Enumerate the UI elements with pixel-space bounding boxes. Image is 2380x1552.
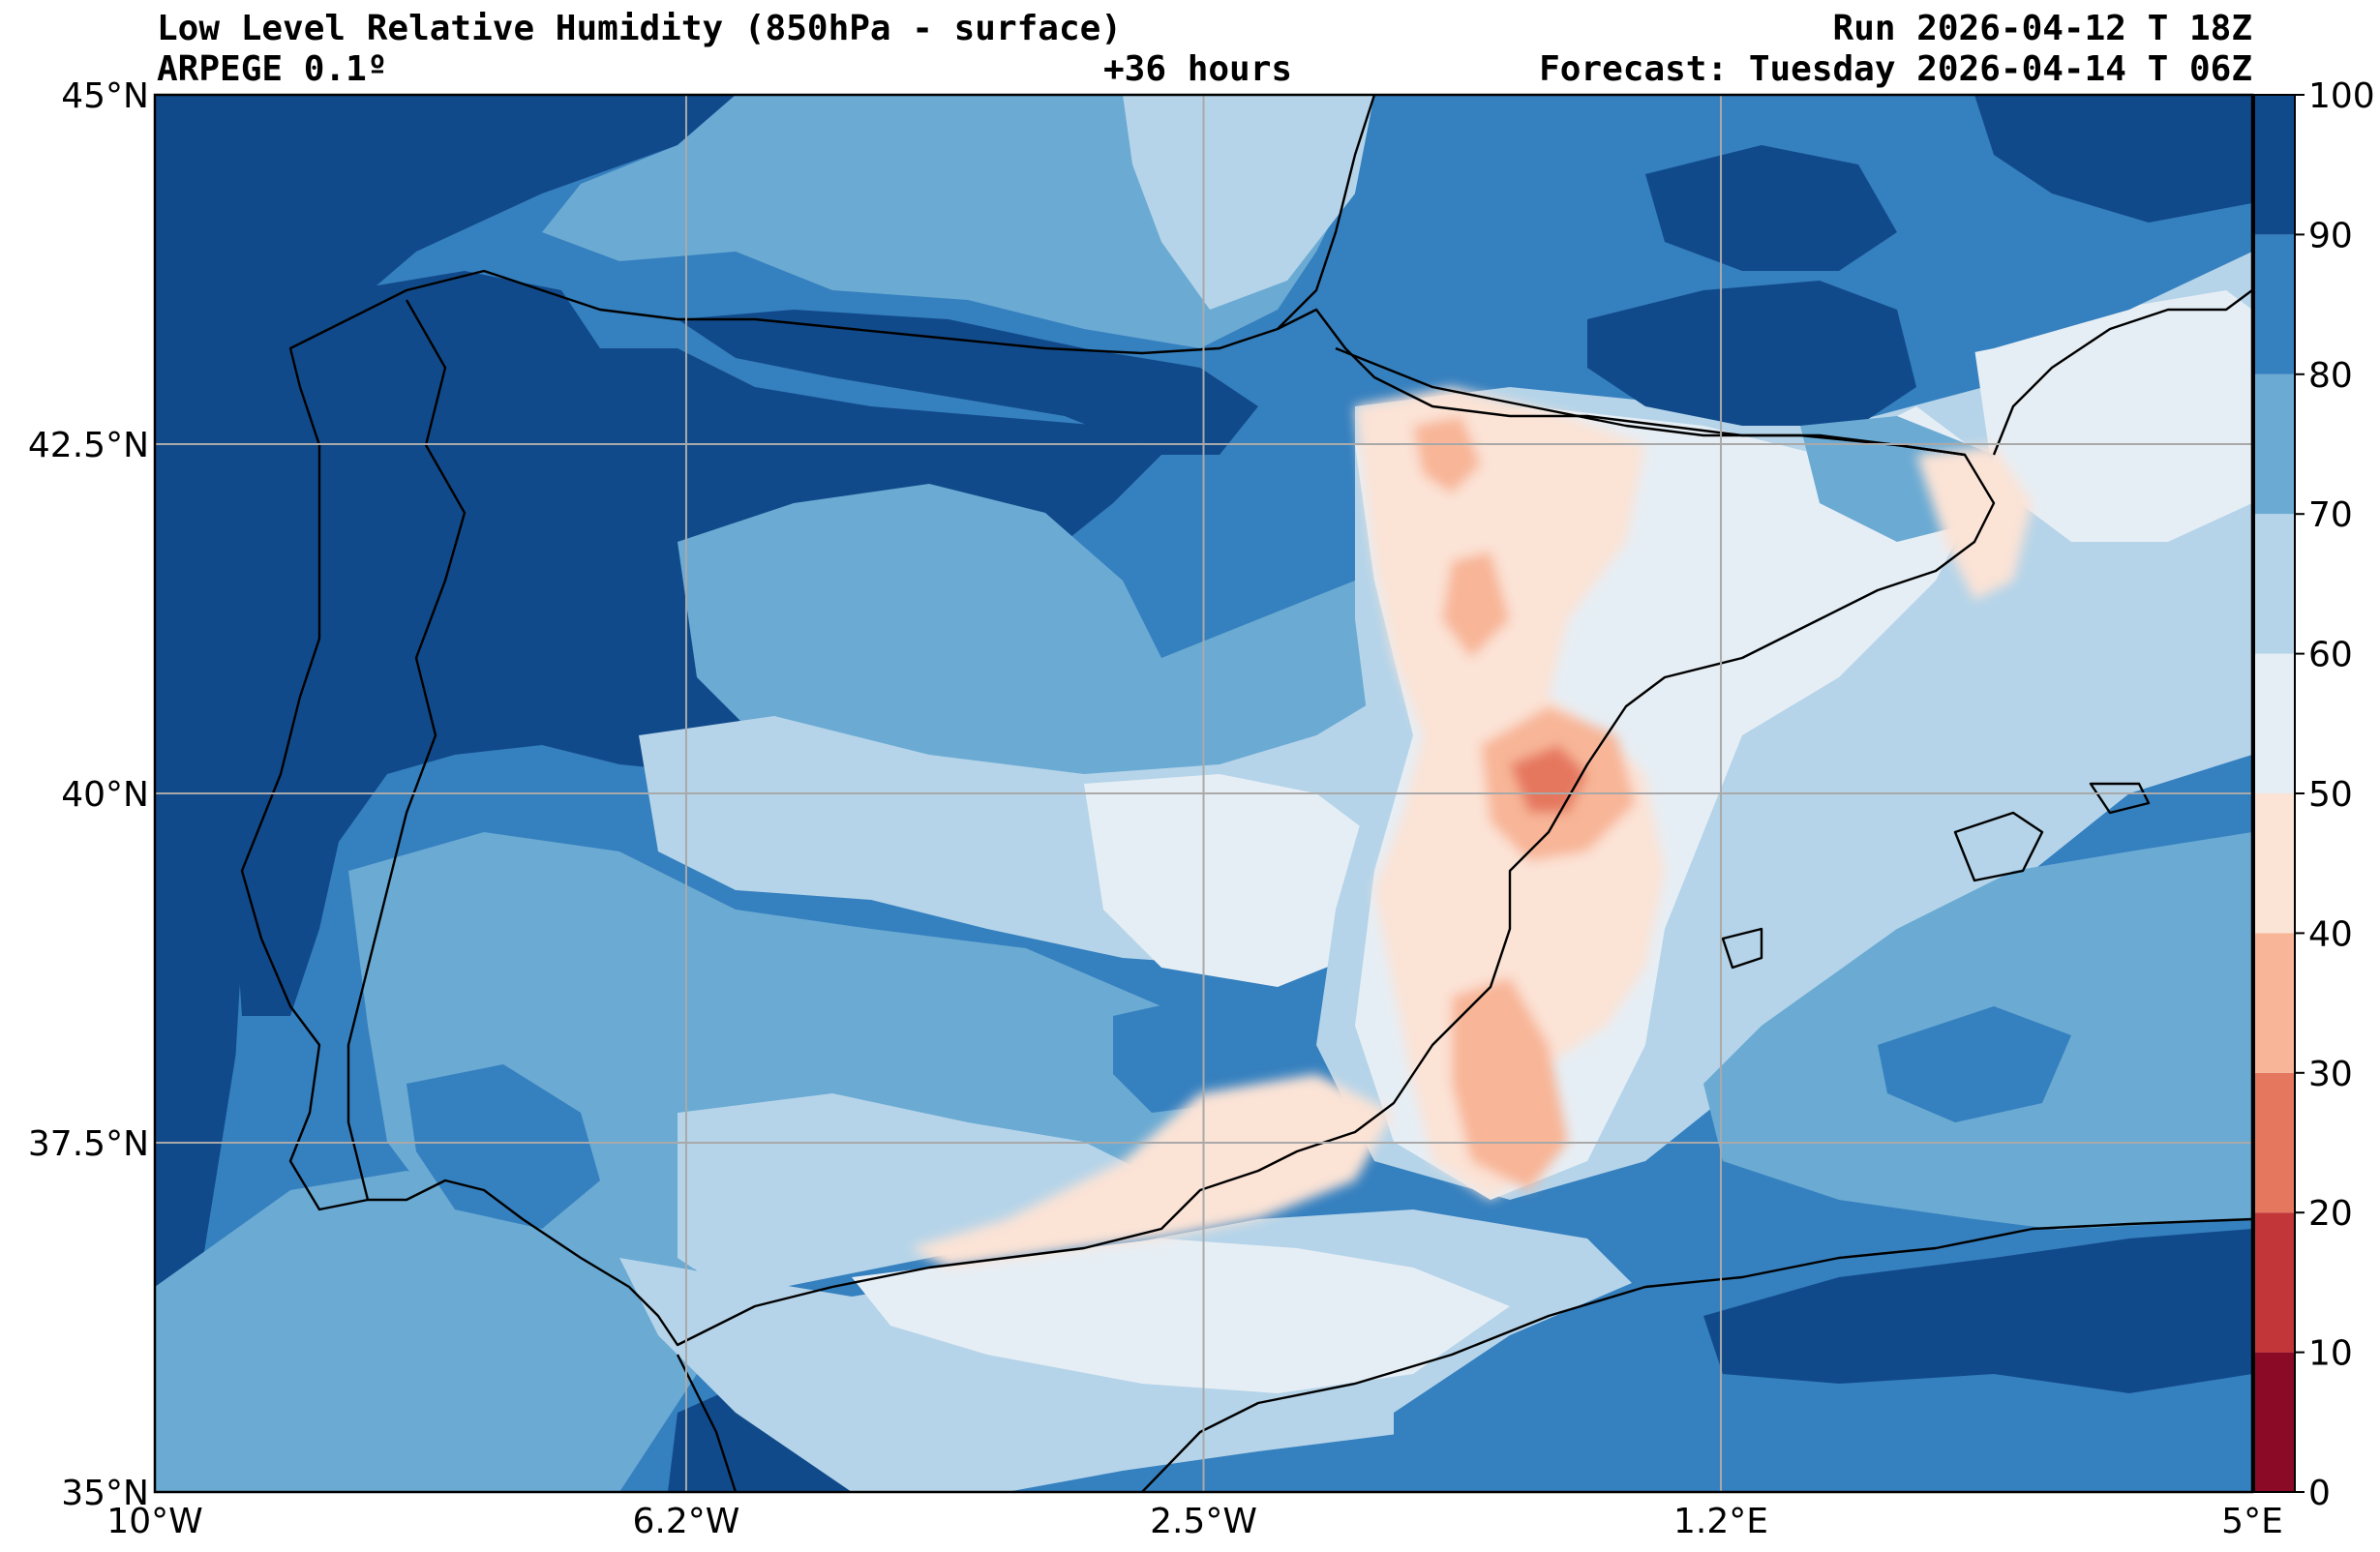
humidity-region-plume-core (1510, 745, 1587, 813)
y-tick-label: 37.5°N (28, 1124, 149, 1164)
colorbar-segment (2254, 1212, 2295, 1353)
colorbar-label: 100 (2308, 76, 2375, 116)
ibiza-coastline (1721, 927, 1763, 970)
lead-time: +36 hours (1103, 49, 1293, 89)
colorbar-label: 10 (2308, 1334, 2353, 1374)
humidity-region-plume-orange-south (1452, 977, 1568, 1190)
colorbar: 0 10 20 30 40 50 60 70 80 90 100 (2253, 76, 2375, 1513)
colorbar-segment (2254, 793, 2295, 934)
x-tick-label: 1.2°E (1673, 1502, 1768, 1541)
colorbar-segment (2254, 653, 2295, 793)
mallorca-coastline (1953, 811, 2044, 882)
y-tick-label: 40°N (61, 775, 149, 815)
x-tick-label: 6.2°W (633, 1502, 740, 1541)
colorbar-segment (2254, 514, 2295, 654)
iberia-coastline (240, 269, 1996, 1347)
colorbar-label: 70 (2308, 495, 2353, 535)
x-tick-label: 10°W (106, 1502, 202, 1541)
colorbar-segment (2254, 234, 2295, 374)
forecast-time: Forecast: Tuesday 2026-04-14 T 06Z (1539, 49, 2252, 89)
map-grid (155, 95, 2252, 1492)
colorbar-label: 80 (2308, 356, 2353, 396)
humidity-region-ebro-orange (1413, 416, 1481, 493)
colorbar-segment (2254, 373, 2295, 515)
humidity-region-pyrenees-dark (1587, 281, 1916, 426)
colorbar-segment (2254, 1352, 2295, 1492)
colorbar-segment (2254, 1072, 2295, 1213)
y-tick-label: 35°N (61, 1474, 149, 1513)
map-frame (153, 93, 2254, 1494)
humidity-region-gulf-lion-white (1974, 290, 2252, 542)
menorca-coastline (2089, 782, 2151, 815)
morocco-atlantic-coastline (676, 1354, 738, 1492)
colorbar-label: 90 (2308, 216, 2353, 255)
humidity-region-med-east-dark (1878, 1006, 2071, 1122)
colorbar-segment (2254, 95, 2295, 235)
colorbar-label: 30 (2308, 1055, 2353, 1094)
humidity-region-mancha-white (1084, 774, 1394, 987)
humidity-region-balearic-pale (1897, 542, 2187, 774)
humidity-region-andalucia-pale (678, 1093, 1161, 1297)
model-name: ARPEGE 0.1º (157, 49, 388, 89)
colorbar-label: 60 (2308, 636, 2353, 675)
humidity-region-algeria-dark (1703, 1229, 2252, 1393)
humidity-region-massif-dark (1645, 145, 1897, 271)
x-axis-labels: 10°W 6.2°W 2.5°W 1.2°E 5°E (106, 1502, 2283, 1541)
humidity-region-andalucia-dark (407, 1064, 600, 1229)
x-tick-label: 2.5°W (1150, 1502, 1257, 1541)
humidity-region-biscay-pale (1123, 95, 1374, 310)
france-coastline (1277, 95, 1376, 330)
x-tick-label: 5°E (2221, 1502, 2283, 1541)
colorbar-segment (2254, 933, 2295, 1073)
colorbar-label: 20 (2308, 1194, 2353, 1234)
y-tick-label: 45°N (61, 76, 149, 116)
north-africa-coastline (1141, 1217, 2252, 1492)
y-tick-label: 42.5°N (28, 426, 149, 465)
humidity-region-alps-dark (1974, 95, 2252, 223)
colorbar-label: 0 (2308, 1474, 2331, 1513)
humidity-region-alboran-white (852, 1239, 1510, 1393)
colorbar-label: 40 (2308, 914, 2353, 954)
humidity-region-guadalquivir-dark (1113, 997, 1258, 1113)
humidity-region-bajo-ebro-orange (1442, 552, 1510, 658)
humidity-region-murcia-light (910, 1074, 1394, 1268)
y-axis-labels: 35°N 37.5°N 40°N 42.5°N 45°N (28, 76, 149, 1513)
colorbar-label: 50 (2308, 775, 2353, 815)
chart-title: Low Level Relative Humidity (850hPa - su… (157, 9, 1122, 48)
run-time: Run 2026-04-12 T 18Z (1832, 9, 2252, 48)
humidity-region-meseta-medium (678, 484, 1452, 793)
humidity-region-cantabria-dark (678, 310, 1258, 455)
gulf-lion-coastline (1992, 289, 2252, 456)
humidity-region-catalonia-light (1916, 445, 2033, 600)
